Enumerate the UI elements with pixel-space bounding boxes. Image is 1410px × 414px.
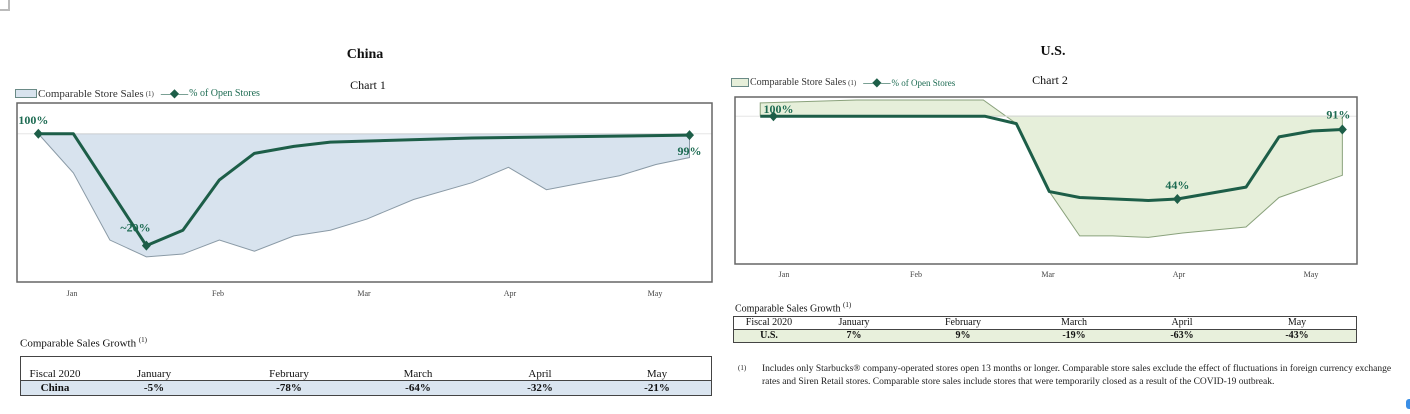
legend-sales-label: Comparable Store Sales	[750, 77, 847, 88]
china-sales-table: Fiscal 2020 January February March April…	[20, 356, 712, 396]
row-label: China	[20, 380, 89, 396]
x-tick-label: Mar	[357, 289, 371, 298]
x-tick-label: May	[1303, 270, 1319, 279]
value-cell: -64%	[359, 380, 477, 396]
legend-sales-swatch	[731, 78, 749, 87]
caption-text: Comparable Sales Growth	[735, 303, 841, 315]
x-tick-label: Feb	[212, 289, 224, 298]
header-cell: Fiscal 2020	[745, 317, 793, 328]
footnote-marker: (1)	[738, 364, 747, 372]
value-cell: -43%	[1238, 329, 1357, 343]
table-row: China -5% -78% -64% -32% -21%	[20, 380, 712, 396]
corner-mark	[0, 0, 10, 11]
header-cell: March	[403, 368, 433, 380]
header-cell: January	[136, 368, 172, 380]
data-label: 91%	[1326, 108, 1350, 122]
value-cell: -32%	[477, 380, 603, 396]
header-cell: May	[1287, 317, 1307, 328]
value-cell: -78%	[219, 380, 359, 396]
caption-note: (1)	[843, 301, 852, 309]
header-cell: April	[528, 368, 552, 380]
header-cell: April	[1171, 317, 1193, 328]
us-legend: Comparable Store Sales (1) —◆— % of Open…	[731, 75, 955, 90]
comparable-sales-area	[37, 133, 690, 258]
us-title: U.S.	[1040, 44, 1066, 59]
x-tick-label: Apr	[503, 289, 517, 298]
header-cell: February	[269, 368, 309, 380]
comparable-sales-area	[759, 99, 1343, 238]
x-tick-label: Jan	[66, 289, 78, 298]
caption-text: Comparable Sales Growth	[20, 337, 137, 350]
legend-sales-note: (1)	[848, 78, 857, 87]
x-tick-label: Feb	[910, 270, 922, 279]
legend-sales-label: Comparable Store Sales	[38, 87, 144, 100]
open-stores-marker	[685, 130, 694, 141]
scroll-indicator[interactable]	[1406, 399, 1410, 409]
x-tick-label: Jan	[778, 270, 790, 279]
open-stores-marker	[1172, 193, 1182, 204]
header-cell: Fiscal 2020	[29, 368, 81, 380]
open-stores-line	[38, 132, 690, 248]
open-stores-marker	[1337, 124, 1347, 135]
us-table-caption: Comparable Sales Growth (1)	[735, 301, 851, 314]
plot-frame	[734, 96, 1358, 265]
data-label: 99%	[678, 144, 702, 158]
data-label: 100%	[763, 102, 793, 116]
table-row: U.S. 7% 9% -19% -63% -43%	[733, 329, 1357, 343]
china-title: China	[346, 47, 384, 62]
value-cell: -5%	[89, 380, 219, 396]
header-cell: May	[646, 368, 668, 380]
data-label: 44%	[1165, 178, 1189, 192]
china-subtitle: Chart 1	[350, 78, 386, 92]
legend-diamond-line-icon: —◆—	[863, 75, 890, 89]
header-cell: February	[944, 317, 982, 328]
row-label: U.S.	[733, 329, 804, 343]
x-tick-label: Mar	[1041, 270, 1055, 279]
us-subtitle: Chart 2	[1032, 73, 1068, 87]
legend-diamond-line-icon: —◆—	[160, 86, 188, 100]
us-sales-table: Fiscal 2020 January February March April…	[733, 316, 1357, 343]
value-cell: -19%	[1022, 329, 1126, 343]
legend-sales-swatch	[15, 89, 37, 98]
open-stores-line	[760, 114, 1343, 202]
open-stores-marker	[33, 128, 43, 139]
open-stores-marker	[768, 111, 778, 122]
value-cell: 9%	[904, 329, 1022, 343]
plot-frame	[16, 102, 713, 283]
header-cell: March	[1060, 317, 1088, 328]
legend-open-label: % of Open Stores	[891, 77, 956, 88]
china-table-caption: Comparable Sales Growth (1)	[20, 336, 147, 350]
table-header-row: Fiscal 2020 January February March April…	[21, 357, 712, 381]
caption-note: (1)	[138, 336, 148, 344]
header-cell: January	[838, 317, 870, 328]
open-stores-marker	[141, 240, 151, 251]
china-legend: Comparable Store Sales (1) —◆— % of Open…	[15, 86, 260, 101]
value-cell: 7%	[804, 329, 904, 343]
value-cell: -21%	[603, 380, 712, 396]
data-label: 100%	[18, 113, 48, 127]
x-tick-label: Apr	[1172, 270, 1186, 279]
legend-sales-note: (1)	[145, 89, 154, 98]
table-header-row: Fiscal 2020 January February March April…	[734, 317, 1357, 330]
data-label: ~20%	[120, 221, 150, 235]
value-cell: -63%	[1126, 329, 1238, 343]
footnote-text: Includes only Starbucks® company-operate…	[762, 364, 1392, 387]
legend-open-label: % of Open Stores	[189, 88, 260, 99]
x-tick-label: May	[647, 289, 663, 298]
